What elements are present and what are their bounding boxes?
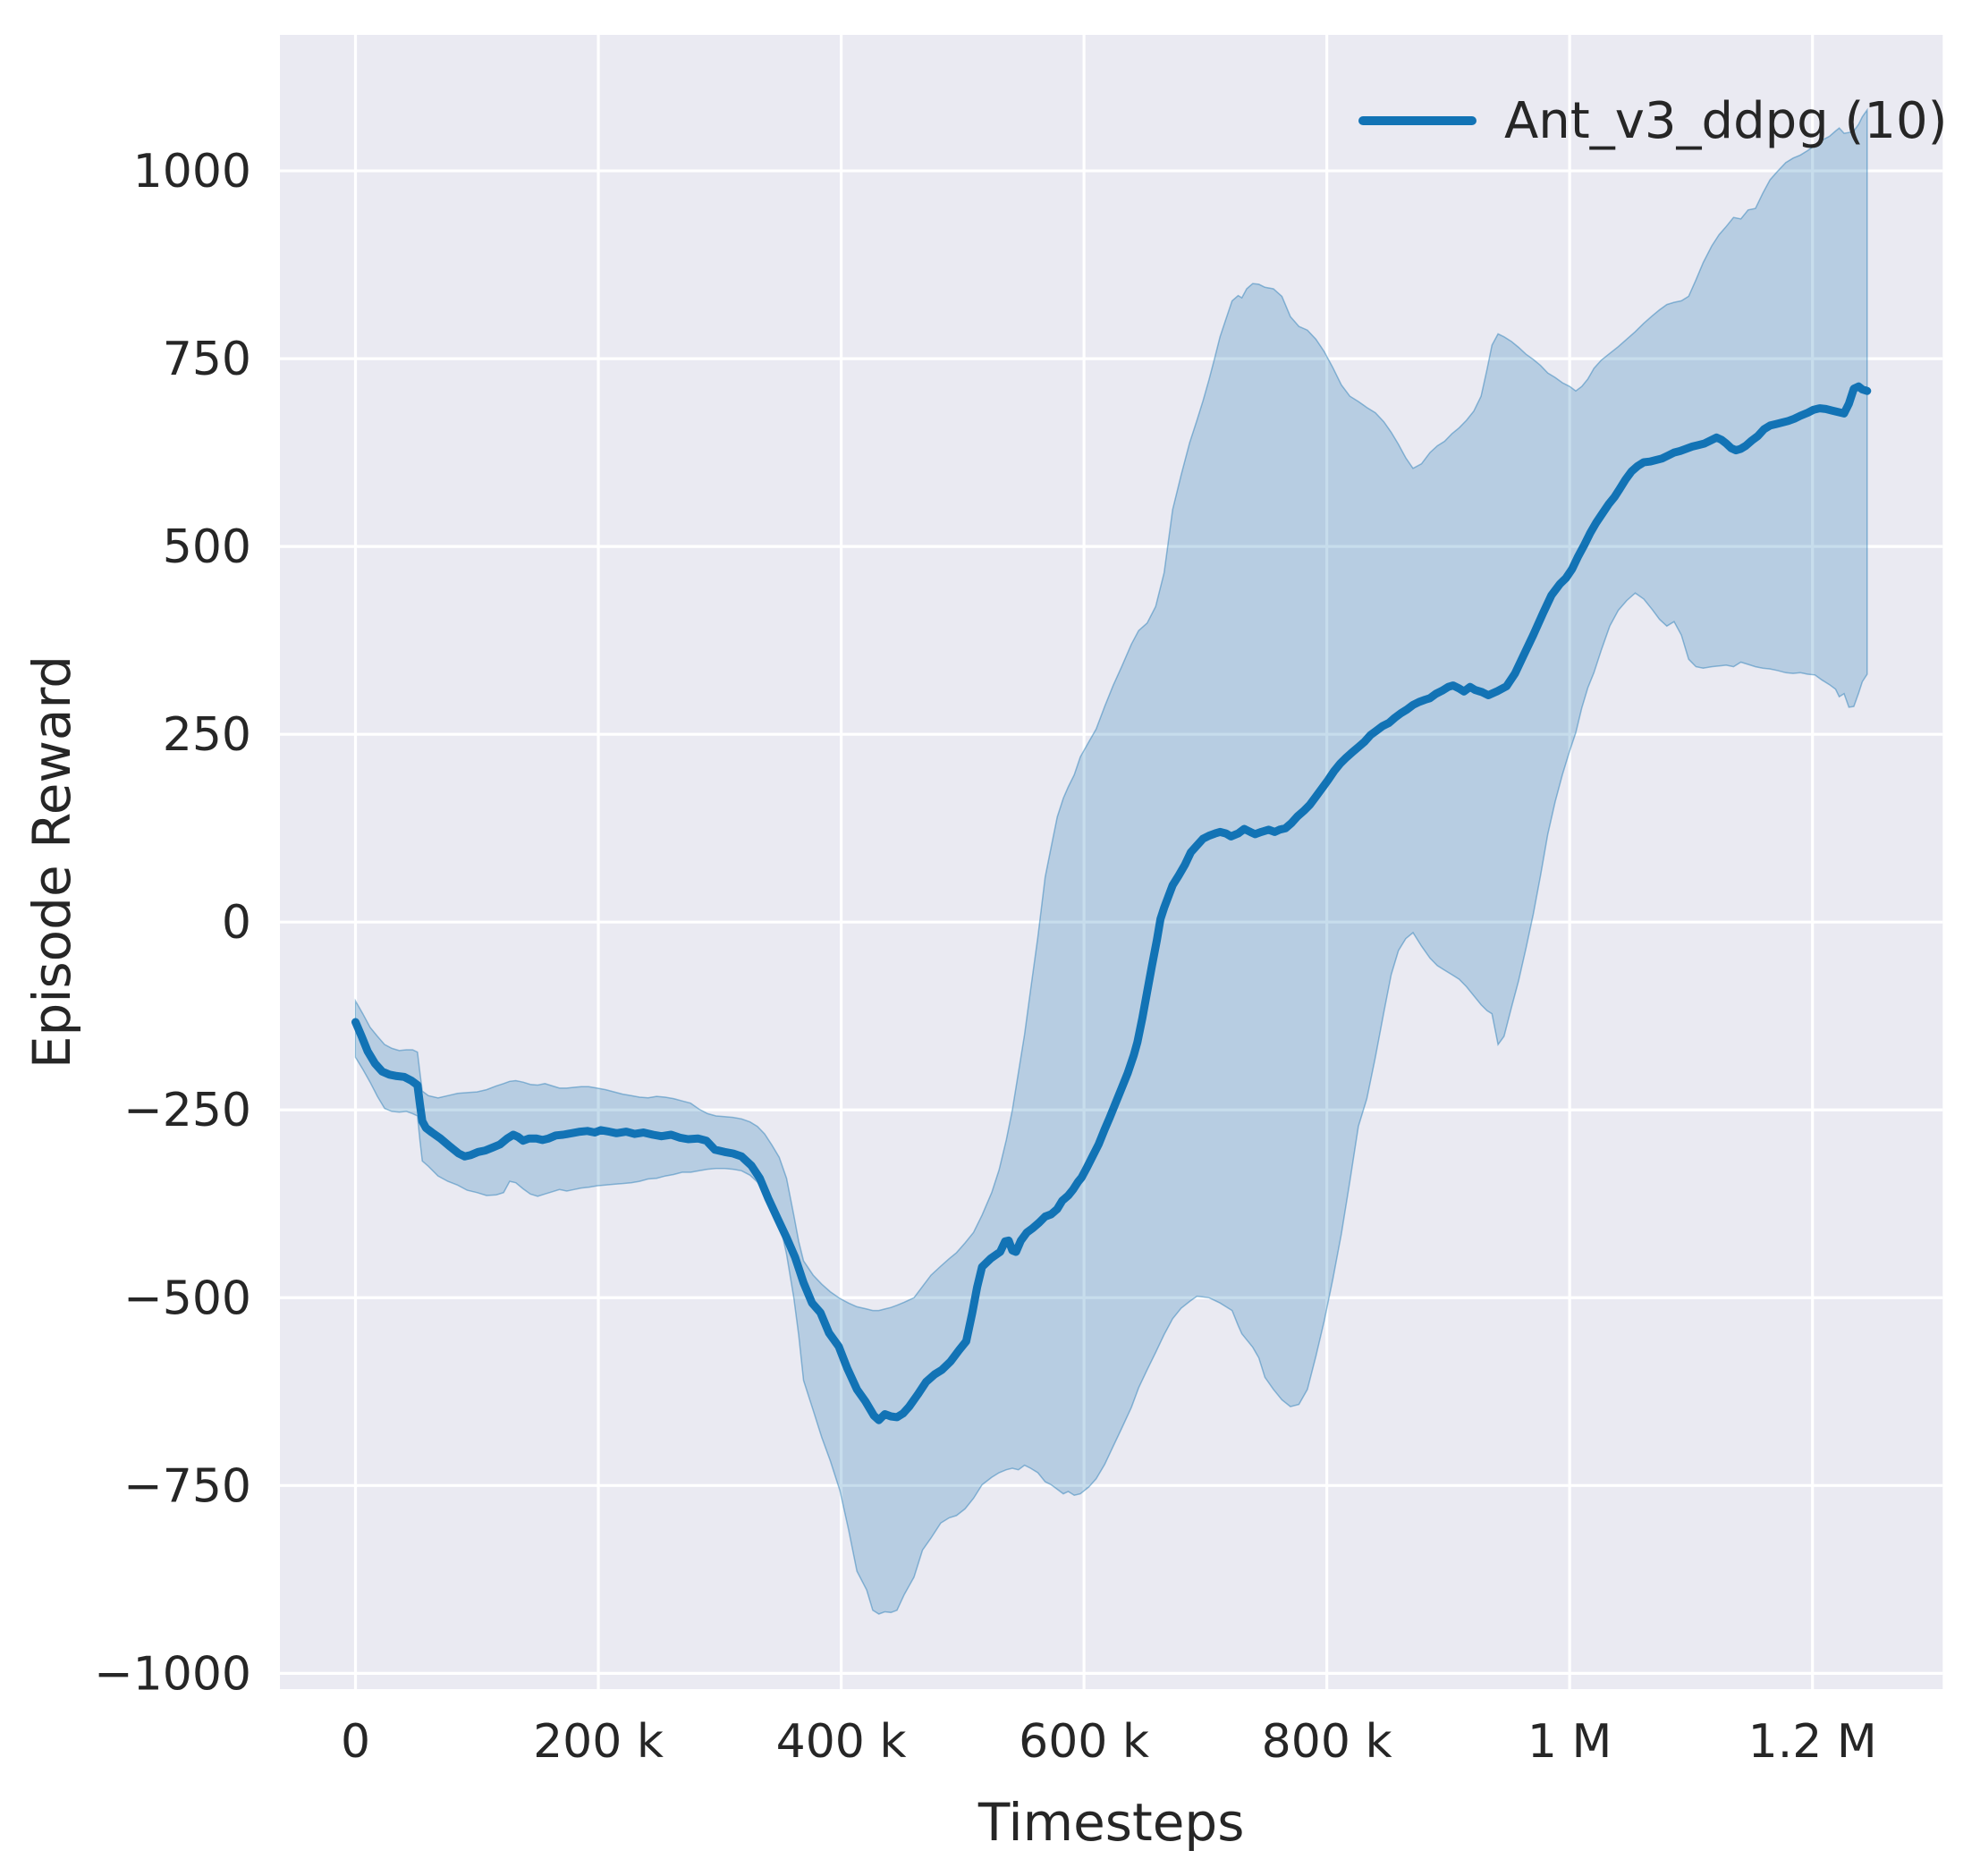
y-tick-label: 250 xyxy=(163,708,251,762)
y-tick-labels: 1000 750 500 250 0 −250 −500 −750 −1000 xyxy=(94,145,251,1701)
x-axis-label: Timesteps xyxy=(977,1792,1245,1853)
y-axis-label: Episode Reward xyxy=(21,655,82,1069)
y-tick-label: −1000 xyxy=(94,1647,251,1701)
y-tick-label: 1000 xyxy=(133,145,251,199)
confidence-band xyxy=(354,107,1868,1615)
x-tick-label: 1.2 M xyxy=(1748,1715,1877,1769)
y-tick-label: 500 xyxy=(163,520,251,574)
y-tick-label: −250 xyxy=(123,1084,251,1137)
x-tick-labels: 0 200 k 400 k 600 k 800 k 1 M 1.2 M xyxy=(341,1715,1877,1769)
x-tick-label: 400 k xyxy=(776,1715,907,1769)
y-tick-label: 750 xyxy=(163,333,251,386)
gridlines xyxy=(280,35,1943,1689)
y-tick-label: −500 xyxy=(123,1272,251,1325)
plot-background xyxy=(280,35,1943,1689)
y-tick-label: −750 xyxy=(123,1459,251,1513)
mean-line-layer xyxy=(351,382,1872,1424)
x-tick-label: 1 M xyxy=(1527,1715,1612,1769)
legend: Ant_v3_ddpg (10) xyxy=(1358,92,1947,150)
x-tick-label: 200 k xyxy=(533,1715,664,1769)
legend-label: Ant_v3_ddpg (10) xyxy=(1504,92,1947,150)
confidence-band-layer xyxy=(354,107,1868,1615)
mean-line xyxy=(351,382,1872,1424)
y-tick-label: 0 xyxy=(222,896,251,950)
x-tick-label: 600 k xyxy=(1019,1715,1149,1769)
x-tick-label: 800 k xyxy=(1262,1715,1392,1769)
x-tick-label: 0 xyxy=(341,1715,370,1769)
